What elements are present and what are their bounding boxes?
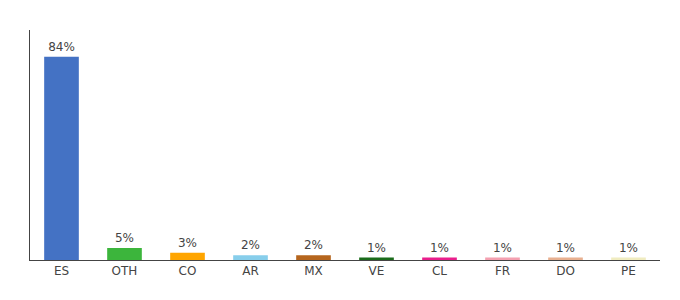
svg-text:2%: 2% bbox=[304, 238, 323, 252]
svg-text:1%: 1% bbox=[493, 241, 512, 255]
svg-text:VE: VE bbox=[369, 264, 385, 278]
svg-text:MX: MX bbox=[304, 264, 323, 278]
svg-text:3%: 3% bbox=[178, 236, 197, 250]
svg-text:CO: CO bbox=[179, 264, 197, 278]
svg-text:OTH: OTH bbox=[112, 264, 138, 278]
svg-text:1%: 1% bbox=[430, 241, 449, 255]
svg-text:DO: DO bbox=[556, 264, 575, 278]
svg-text:1%: 1% bbox=[556, 241, 575, 255]
svg-text:ES: ES bbox=[54, 264, 69, 278]
svg-text:1%: 1% bbox=[619, 241, 638, 255]
svg-text:1%: 1% bbox=[367, 241, 386, 255]
svg-text:CL: CL bbox=[432, 264, 447, 278]
svg-text:84%: 84% bbox=[48, 40, 75, 54]
svg-text:5%: 5% bbox=[115, 231, 134, 245]
svg-text:PE: PE bbox=[621, 264, 636, 278]
svg-text:AR: AR bbox=[242, 264, 259, 278]
svg-text:2%: 2% bbox=[241, 238, 260, 252]
svg-text:FR: FR bbox=[495, 264, 510, 278]
